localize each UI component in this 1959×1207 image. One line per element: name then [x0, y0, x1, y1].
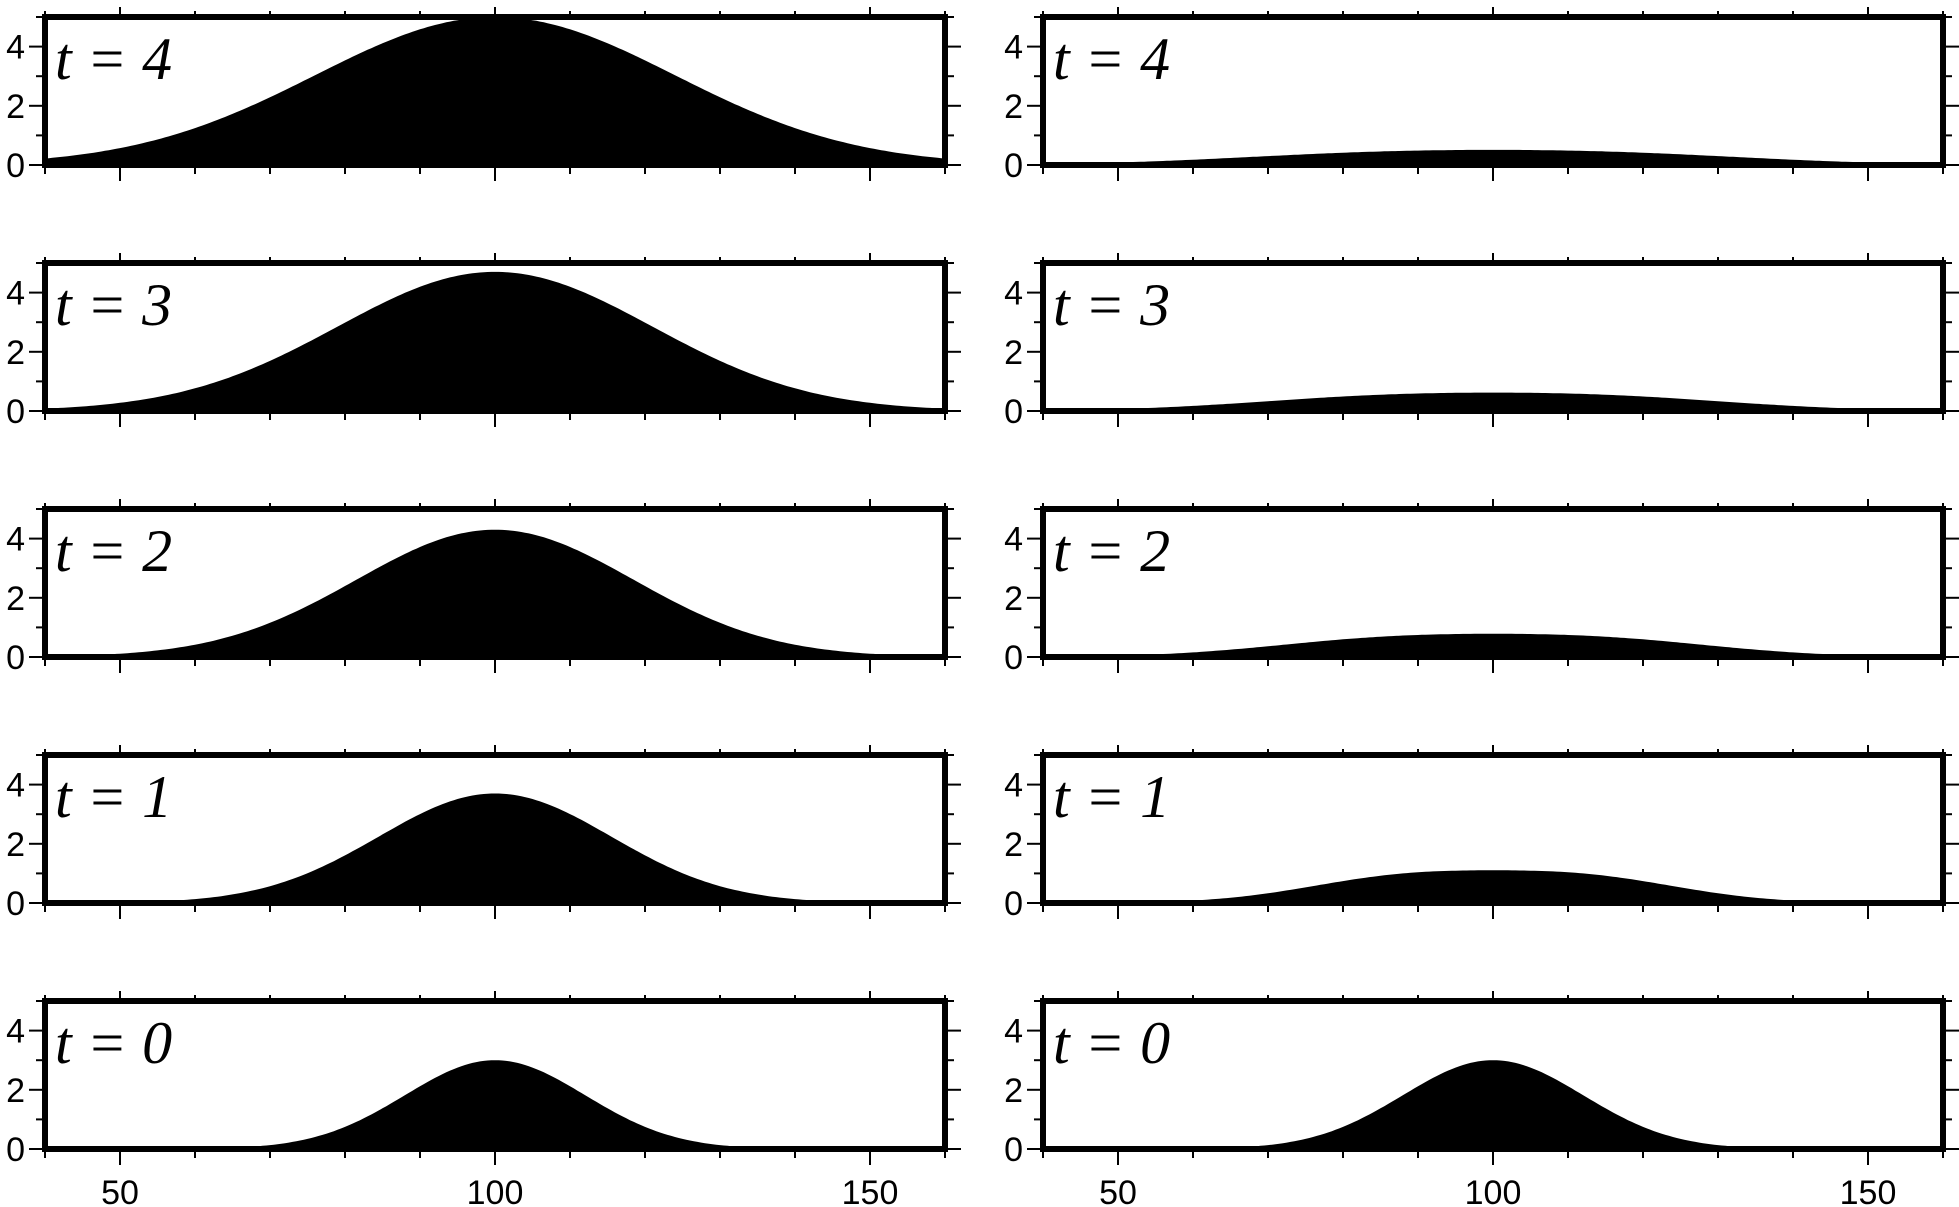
right-panel-t0-ylabel-4: 4: [1004, 1013, 1023, 1051]
left-panel-t0-ylabel-4: 4: [6, 1013, 25, 1051]
right-panel-t2-ylabel-0: 0: [1004, 639, 1023, 677]
left-panel-t4-ylabel-0: 0: [6, 147, 25, 185]
right-panel-t1-label: t = 1: [1053, 764, 1170, 830]
right-xlabel-150: 150: [1840, 1174, 1897, 1207]
right-panel-t4-label: t = 4: [1053, 26, 1170, 92]
right-xlabel-100: 100: [1465, 1174, 1522, 1207]
left-panel-t0-label: t = 0: [55, 1010, 172, 1076]
right-panel-t1-ylabel-2: 2: [1004, 826, 1023, 864]
right-panel-t4-ylabel-4: 4: [1004, 29, 1023, 67]
left-panel-t1-ylabel-0: 0: [6, 885, 25, 923]
right-panel-t2-ylabel-4: 4: [1004, 521, 1023, 559]
left-panel-t1-label: t = 1: [55, 764, 172, 830]
right-panel-t0-label: t = 0: [1053, 1010, 1170, 1076]
right-panel-t3-label: t = 3: [1053, 272, 1170, 338]
left-panel-t2-ylabel-0: 0: [6, 639, 25, 677]
right-panel-t4-area: [1043, 149, 1943, 165]
left-panel-t1-ylabel-4: 4: [6, 767, 25, 805]
left-panel-t2-area: [45, 529, 945, 657]
right-panel-t3-frame: [1040, 260, 1946, 414]
left-panel-t3-ylabel-4: 4: [6, 275, 25, 313]
left-panel-t3-area: [45, 271, 945, 411]
left-panel-t3-label: t = 3: [55, 272, 172, 338]
left-panel-t4-ylabel-4: 4: [6, 29, 25, 67]
left-panel-t0-ylabel-2: 2: [6, 1072, 25, 1110]
left-panel-t4-ylabel-2: 2: [6, 88, 25, 126]
left-panel-t2-label: t = 2: [55, 518, 172, 584]
right-panel-t3-ylabel-0: 0: [1004, 393, 1023, 431]
right-panel-t0-ylabel-0: 0: [1004, 1131, 1023, 1169]
left-panel-t3-ylabel-0: 0: [6, 393, 25, 431]
right-panel-t4-frame: [1040, 14, 1946, 168]
left-panel-t2-ylabel-2: 2: [6, 580, 25, 618]
right-panel-t1-area: [1043, 870, 1943, 903]
right-panel-t2-area: [1043, 633, 1943, 657]
left-panel-t4-label: t = 4: [55, 26, 172, 92]
right-panel-t3-ylabel-2: 2: [1004, 334, 1023, 372]
left-xlabel-150: 150: [842, 1174, 899, 1207]
right-panel-t2-label: t = 2: [1053, 518, 1170, 584]
right-xlabel-50: 50: [1099, 1174, 1137, 1207]
left-panel-t1-area: [45, 793, 945, 903]
right-panel-t1-ylabel-0: 0: [1004, 885, 1023, 923]
left-panel-t2-ylabel-4: 4: [6, 521, 25, 559]
left-panel-t0-ylabel-0: 0: [6, 1131, 25, 1169]
left-panel-t3-ylabel-2: 2: [6, 334, 25, 372]
right-panel-t2-ylabel-2: 2: [1004, 580, 1023, 618]
right-panel-t3-ylabel-4: 4: [1004, 275, 1023, 313]
right-panel-t0-area: [1043, 1060, 1943, 1149]
right-panel-t4-ylabel-0: 0: [1004, 147, 1023, 185]
right-panel-t4-ylabel-2: 2: [1004, 88, 1023, 126]
left-panel-t4-area: [45, 17, 945, 165]
left-xlabel-100: 100: [467, 1174, 524, 1207]
left-panel-t1-ylabel-2: 2: [6, 826, 25, 864]
right-panel-t0-ylabel-2: 2: [1004, 1072, 1023, 1110]
left-panel-t0-area: [45, 1060, 945, 1149]
left-xlabel-50: 50: [101, 1174, 139, 1207]
right-panel-t1-ylabel-4: 4: [1004, 767, 1023, 805]
right-panel-t3-area: [1043, 392, 1943, 411]
